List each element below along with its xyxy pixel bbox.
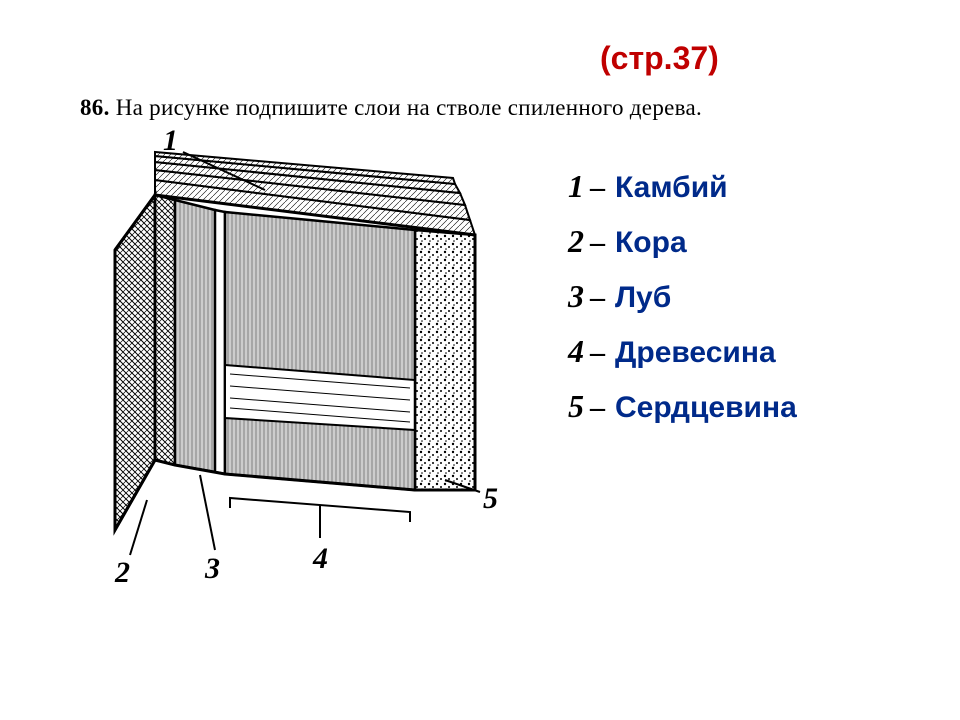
answer-row: 3 – Луб — [560, 278, 797, 315]
answer-label: Луб — [615, 281, 671, 315]
answer-number: 5 — [560, 388, 584, 425]
answer-row: 2 – Кора — [560, 223, 797, 260]
answer-number: 3 — [560, 278, 584, 315]
diagram-label-5: 5 — [483, 482, 498, 515]
dash-icon: – — [590, 171, 605, 205]
answer-list: 1 – Камбий 2 – Кора 3 – Луб 4 – Древесин… — [560, 168, 797, 443]
answer-number: 1 — [560, 168, 584, 205]
answer-label: Кора — [615, 226, 687, 260]
diagram-label-4: 4 — [312, 542, 328, 575]
task-text: На рисунке подпишите слои на стволе спил… — [116, 95, 702, 120]
diagram-label-2: 2 — [114, 556, 130, 589]
page-reference: (стр.37) — [600, 40, 719, 77]
diagram-label-1: 1 — [163, 130, 178, 157]
bark-left-face — [115, 195, 155, 530]
dash-icon: – — [590, 336, 605, 370]
task-number: 86. — [80, 95, 110, 120]
dash-icon: – — [590, 391, 605, 425]
dash-icon: – — [590, 226, 605, 260]
answer-number: 4 — [560, 333, 584, 370]
answer-label: Древесина — [615, 336, 776, 370]
dash-icon: – — [590, 281, 605, 315]
trunk-diagram: 1 2 3 4 5 — [75, 130, 545, 615]
answer-label: Камбий — [615, 171, 728, 205]
answer-row: 1 – Камбий — [560, 168, 797, 205]
answer-number: 2 — [560, 223, 584, 260]
front-faces — [155, 195, 475, 490]
answer-row: 5 – Сердцевина — [560, 388, 797, 425]
diagram-label-3: 3 — [204, 552, 220, 585]
task-line: 86. На рисунке подпишите слои на стволе … — [80, 95, 702, 121]
page: (стр.37) 86. На рисунке подпишите слои н… — [0, 0, 960, 720]
answer-row: 4 – Древесина — [560, 333, 797, 370]
answer-label: Сердцевина — [615, 391, 797, 425]
